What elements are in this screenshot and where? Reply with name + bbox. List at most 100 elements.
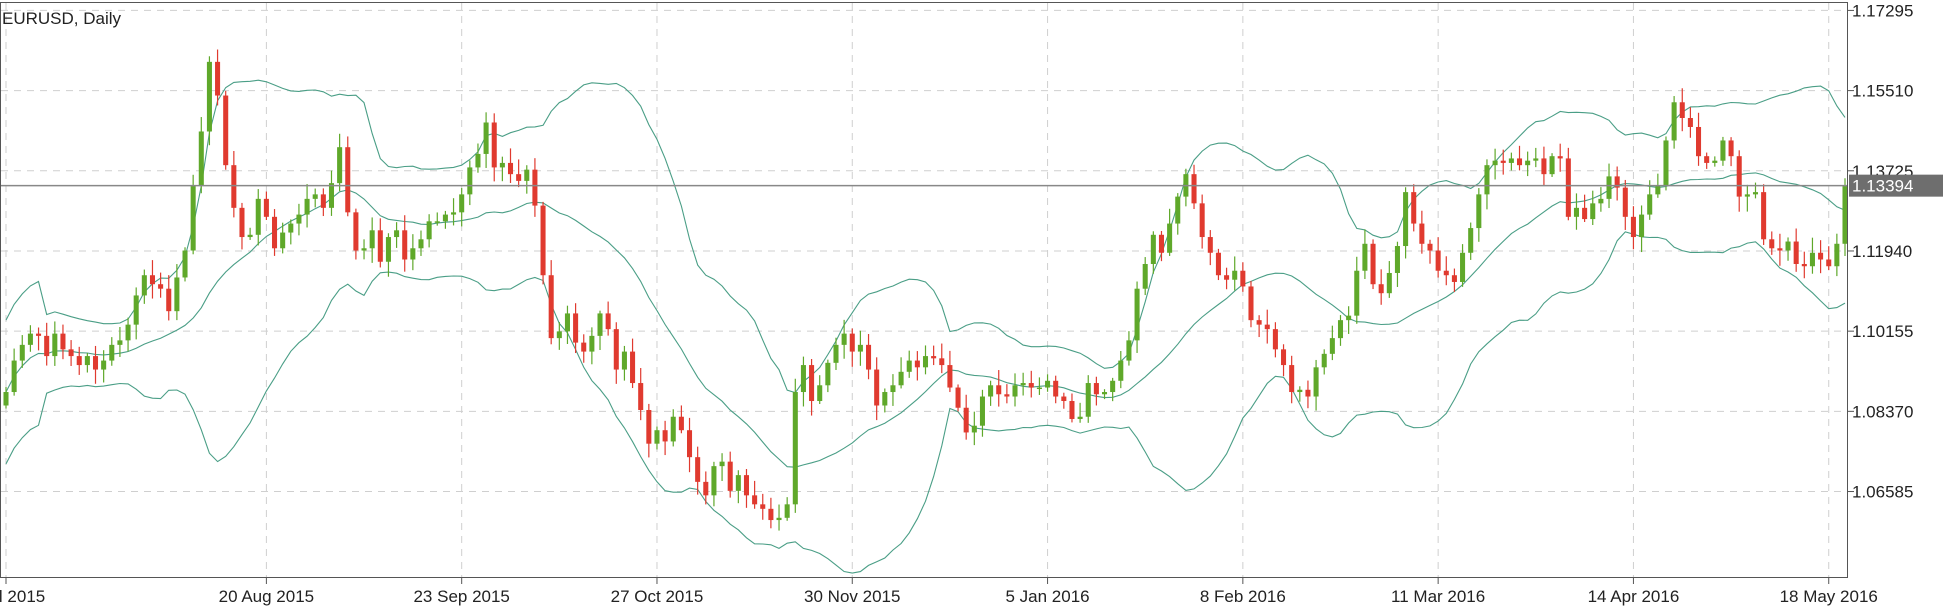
candle-down (60, 333, 66, 350)
x-tick-label: 14 Apr 2016 (1588, 587, 1680, 606)
candle-up (304, 198, 310, 215)
candle-up (1313, 367, 1319, 397)
candle-up (1232, 270, 1238, 280)
x-axis: 7 Jul 2015 20 Aug 2015 23 Sep 2015 27 Oct 2… (0, 578, 1878, 606)
candle-up (410, 248, 416, 260)
candle-down (573, 313, 579, 343)
candle-down (1582, 207, 1588, 220)
candle-down (1793, 241, 1799, 264)
candle-down (507, 162, 514, 175)
candle-down (1736, 156, 1742, 197)
candle-down (76, 356, 82, 366)
bollinger-middle (5, 172, 1846, 468)
candle-down (1451, 275, 1457, 282)
candle-down (1281, 349, 1287, 366)
candle-up (255, 198, 261, 235)
candle-down (1622, 187, 1628, 217)
candle-down (963, 407, 969, 433)
candle-up (141, 275, 147, 296)
candle-up (735, 475, 741, 491)
candle-up (1142, 263, 1148, 289)
candle-down (1207, 237, 1213, 253)
bollinger-bands (5, 79, 1846, 574)
candle-down (402, 230, 408, 260)
candle-down (1004, 394, 1010, 397)
candle-up (459, 194, 465, 213)
candle-down (1240, 270, 1246, 287)
candles (3, 49, 1848, 531)
candle-up (1077, 416, 1083, 419)
candle-up (1118, 360, 1124, 381)
candle-up (19, 344, 25, 361)
candle-down (1305, 389, 1311, 397)
candle-up (385, 237, 391, 262)
candle-down (1818, 252, 1824, 260)
candle-up (198, 131, 204, 186)
candle-up (52, 333, 58, 357)
candle-down (760, 504, 766, 509)
candle-up (1549, 156, 1555, 175)
plot-frame (0, 2, 1848, 578)
candle-down (263, 198, 269, 217)
candle-up (1012, 385, 1018, 397)
candle-up (369, 230, 375, 249)
candle-up (426, 221, 432, 240)
candle-down (1093, 383, 1099, 395)
candle-up (117, 340, 123, 345)
candle-up (1720, 140, 1726, 161)
candle-down (849, 333, 855, 352)
candle-up (1045, 380, 1051, 388)
candle-down (1264, 324, 1270, 330)
candle-down (1696, 126, 1702, 157)
candle-down (630, 351, 636, 384)
candle-down (548, 275, 554, 339)
y-tick-label: 1.06585 (1852, 483, 1913, 502)
candle-down (491, 122, 497, 168)
candle-down (605, 313, 611, 330)
candle-up (11, 360, 17, 393)
candle-down (1224, 275, 1230, 280)
candle-up (1834, 243, 1840, 267)
candle-down (662, 430, 668, 442)
candle-down (166, 288, 172, 312)
candle-up (670, 416, 676, 442)
x-tick-label: 30 Nov 2015 (804, 587, 900, 606)
candle-down (1826, 259, 1832, 267)
candle-up (280, 232, 286, 249)
candle-down (996, 385, 1002, 395)
candle-up (1101, 392, 1108, 395)
candle-down (695, 457, 701, 482)
x-tick-label: 27 Oct 2015 (611, 587, 704, 606)
candle-down (223, 95, 229, 166)
candle-down (678, 416, 684, 431)
candle-down (1679, 102, 1685, 118)
candle-down (955, 387, 961, 408)
candle-down (1158, 234, 1165, 253)
candle-down (215, 61, 221, 96)
candle-down (914, 360, 920, 368)
candle-up (1484, 165, 1490, 195)
candle-down (581, 342, 587, 352)
candle-up (361, 248, 367, 251)
candle-down (727, 461, 733, 491)
candle-up (1297, 389, 1303, 393)
candle-down (1028, 383, 1034, 388)
candle-up (1362, 243, 1368, 271)
candle-up (882, 392, 888, 406)
candle-down (1272, 329, 1278, 350)
candle-up (442, 214, 448, 222)
candle-up (1150, 234, 1156, 264)
y-tick-label: 1.08370 (1852, 402, 1913, 421)
candle-down (752, 495, 758, 505)
candle-up (182, 250, 188, 278)
candle-down (149, 275, 155, 285)
candle-down (1557, 156, 1563, 159)
candle-down (686, 430, 693, 458)
candle-down (1704, 156, 1710, 163)
candle-up (1386, 272, 1392, 294)
candle-up (1785, 241, 1791, 251)
x-tick-label: 7 Jul 2015 (0, 587, 45, 606)
candle-up (434, 221, 440, 223)
